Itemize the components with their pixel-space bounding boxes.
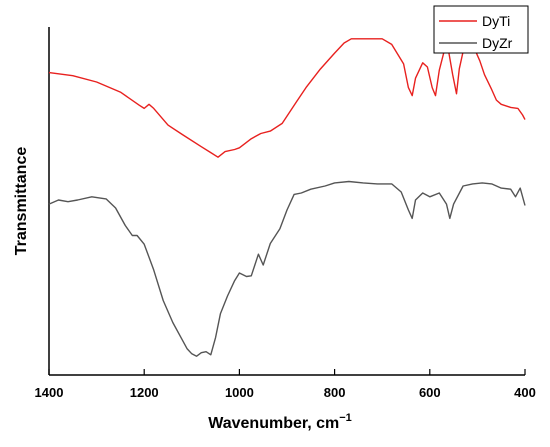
x-tick-label: 600 — [419, 385, 441, 400]
legend: DyTi DyZr — [433, 5, 529, 54]
series-line-dyti — [48, 38, 526, 158]
y-axis-title: Transmittance — [13, 147, 30, 256]
plot-area — [48, 38, 526, 357]
legend-label-dyti: DyTi — [482, 13, 510, 29]
series-line-dyzr — [48, 180, 526, 357]
legend-box — [433, 5, 529, 54]
x-ticks: 1400 1200 1000 800 600 400 — [35, 369, 536, 400]
x-tick-label: 1400 — [35, 385, 64, 400]
x-tick-label: 800 — [324, 385, 346, 400]
x-tick-label: 1000 — [225, 385, 254, 400]
x-axis-title: Wavenumber, cm−1 — [208, 412, 352, 432]
x-tick-label: 400 — [514, 385, 536, 400]
x-tick-label: 1200 — [130, 385, 159, 400]
legend-label-dyzr: DyZr — [482, 35, 513, 51]
